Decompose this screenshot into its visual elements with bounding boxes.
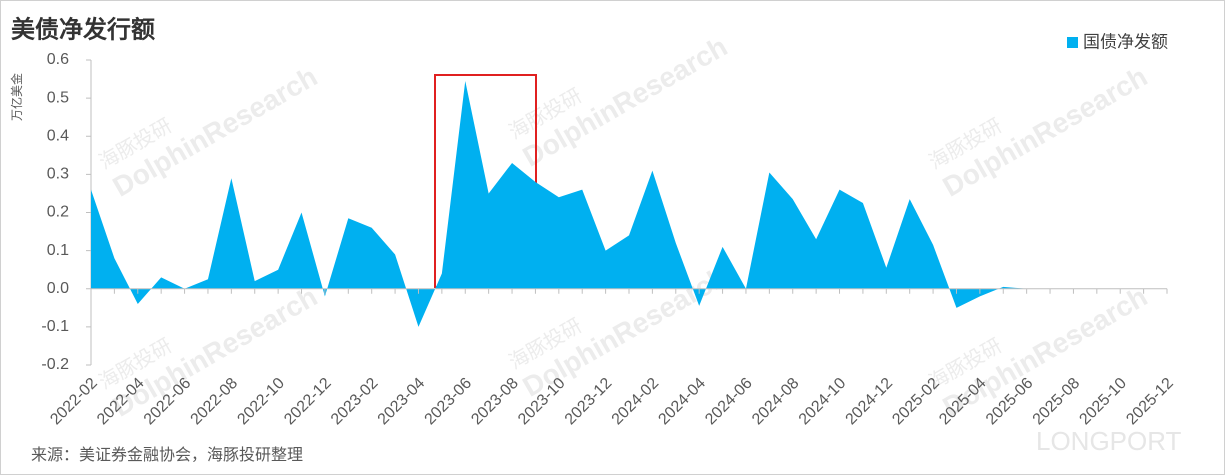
x-tick-label: 2024-04 (655, 375, 709, 429)
x-tick-label: 2022-02 (47, 375, 101, 429)
x-tick-label: 2025-02 (889, 375, 943, 429)
x-tick-label: 2022-12 (281, 375, 335, 429)
chart-title: 美债净发行额 (11, 15, 155, 43)
y-axis-label: 万亿美金 (9, 73, 24, 121)
x-tick-label: 2024-12 (843, 375, 897, 429)
legend-label: 国债净发额 (1083, 32, 1168, 51)
source-note: 来源：美证券金融协会，海豚投研整理 (31, 446, 303, 464)
x-tick-label: 2025-10 (1076, 375, 1130, 429)
y-tick-label: 0.2 (47, 204, 69, 221)
x-tick-label: 2022-10 (234, 375, 288, 429)
y-tick-label: -0.2 (41, 356, 69, 373)
y-tick-label: 0.0 (47, 280, 69, 297)
y-tick-label: 0.1 (47, 242, 69, 259)
x-tick-label: 2023-02 (328, 375, 382, 429)
legend-swatch (1067, 37, 1078, 48)
y-tick-label: 0.3 (47, 166, 69, 183)
x-tick-label: 2025-08 (1030, 375, 1084, 429)
y-tick-label: 0.4 (47, 127, 69, 144)
x-tick-label: 2024-02 (609, 375, 663, 429)
x-tick-label: 2023-12 (562, 375, 616, 429)
x-tick-label: 2023-06 (422, 375, 476, 429)
y-tick-label: 0.6 (47, 51, 69, 68)
x-tick-label: 2023-08 (468, 375, 522, 429)
x-tick-label: 2024-08 (749, 375, 803, 429)
x-tick-label: 2024-10 (796, 375, 850, 429)
x-tick-label: 2023-04 (375, 375, 429, 429)
x-tick-label: 2024-06 (702, 375, 756, 429)
y-tick-label: 0.5 (47, 89, 69, 106)
x-tick-label: 2025-12 (1123, 375, 1177, 429)
x-tick-label: 2022-08 (188, 375, 242, 429)
area (91, 80, 1027, 327)
watermark-brand: LONGPORT (1036, 426, 1182, 456)
y-tick-label: -0.1 (41, 318, 69, 335)
